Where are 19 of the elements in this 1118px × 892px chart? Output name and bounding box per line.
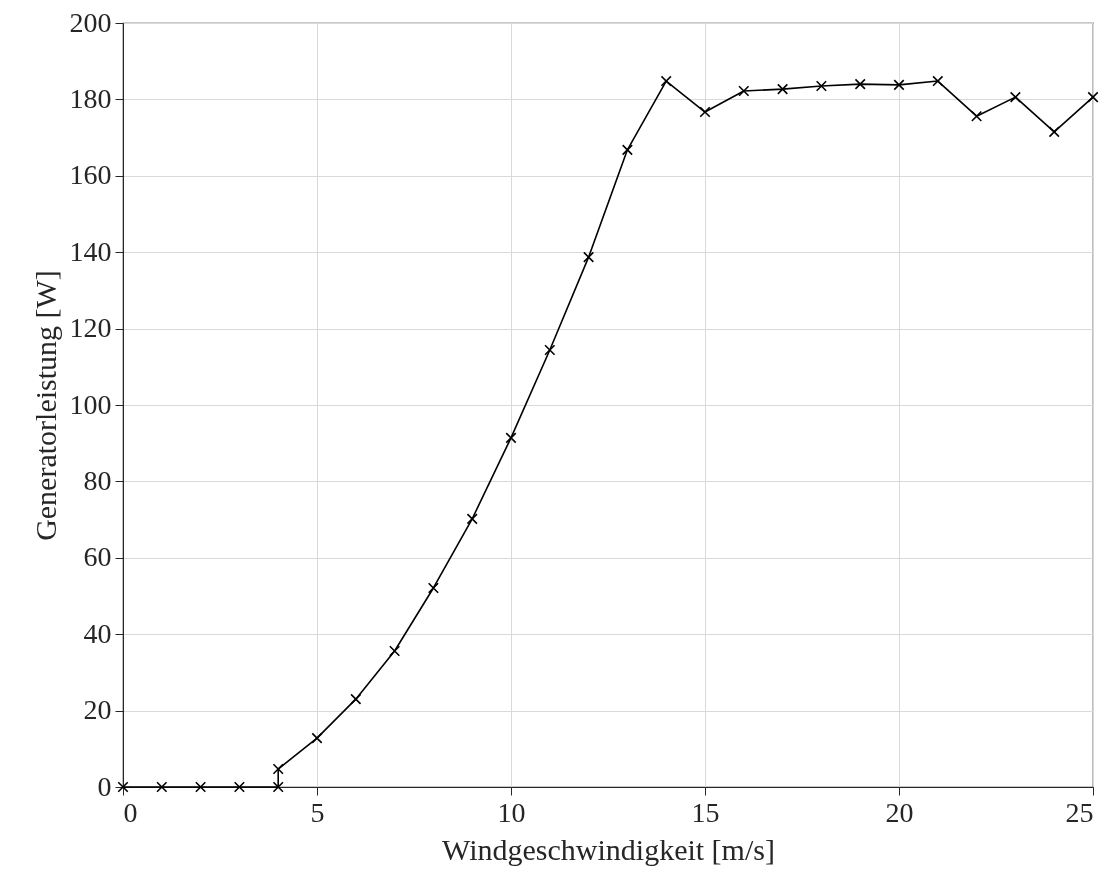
x-tick-label: 25 xyxy=(1065,796,1094,828)
y-tick-label: 0 xyxy=(97,770,112,802)
y-tick-label: 140 xyxy=(69,235,112,267)
y-axis-title: Generatorleistung [W] xyxy=(28,270,62,541)
x-axis-title: Windgeschwindigkeit [m/s] xyxy=(442,832,775,866)
x-tick-label: 10 xyxy=(497,796,526,828)
y-tick-label: 40 xyxy=(83,617,112,649)
x-tick-label: 0 xyxy=(123,796,138,828)
x-tick-label: 5 xyxy=(310,796,325,828)
y-tick-label: 160 xyxy=(69,159,112,191)
y-tick-label: 80 xyxy=(83,464,112,496)
y-tick-label: 100 xyxy=(69,388,112,420)
x-tick-label: 20 xyxy=(885,796,914,828)
x-tick-label: 15 xyxy=(691,796,720,828)
y-tick-label: 180 xyxy=(69,82,112,114)
y-tick-label: 120 xyxy=(69,312,112,344)
y-tick-label: 60 xyxy=(83,541,112,573)
y-tick-label: 200 xyxy=(69,6,112,38)
y-tick-label: 20 xyxy=(83,694,112,726)
